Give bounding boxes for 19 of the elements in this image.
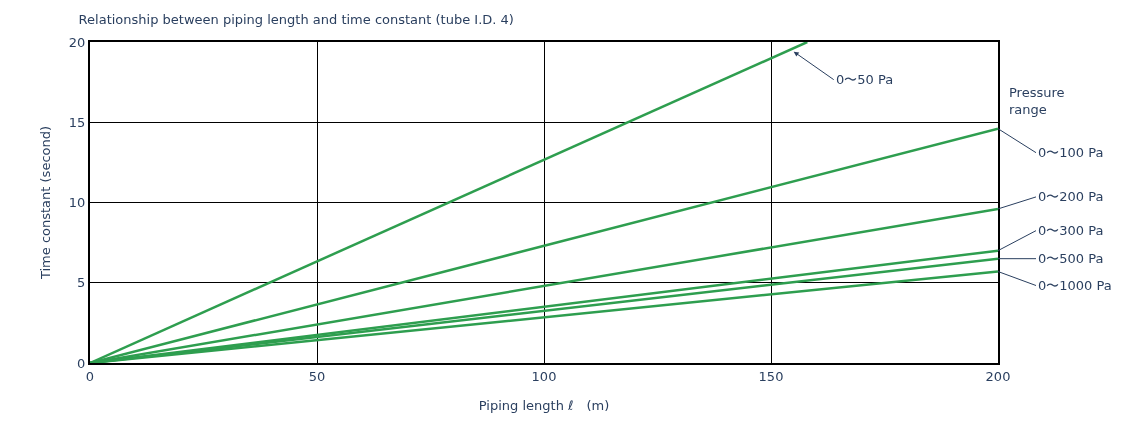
- text: 0〜50 Pa: [836, 72, 894, 87]
- x-tick-label: 200: [985, 368, 1011, 384]
- text: 0〜300 Pa: [1038, 223, 1104, 238]
- x-tick-label: 50: [308, 368, 326, 384]
- x-tick-label: 100: [531, 368, 557, 384]
- text: 0〜200 Pa: [1038, 189, 1104, 204]
- chart-title: Relationship between piping length and time constant (tube I.D. 4): [78, 11, 514, 27]
- text: 0〜100 Pa: [1038, 145, 1104, 160]
- x-tick-label: 150: [758, 368, 784, 384]
- y-tick-label: 20: [68, 34, 86, 50]
- y-tick-label: 0: [77, 355, 86, 371]
- x-axis-title: Piping length ℓ (m): [478, 397, 610, 413]
- y-tick-label: 15: [68, 114, 86, 130]
- text: 0〜1000 Pa: [1038, 278, 1112, 293]
- y-tick-label: 5: [77, 275, 86, 291]
- y-axis-title: Time constant (second): [38, 125, 54, 281]
- text: Pressure range: [1009, 85, 1065, 117]
- text: 0〜500 Pa: [1038, 251, 1104, 266]
- y-tick-label: 10: [68, 195, 86, 211]
